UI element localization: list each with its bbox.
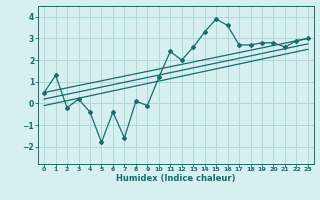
X-axis label: Humidex (Indice chaleur): Humidex (Indice chaleur) xyxy=(116,174,236,183)
